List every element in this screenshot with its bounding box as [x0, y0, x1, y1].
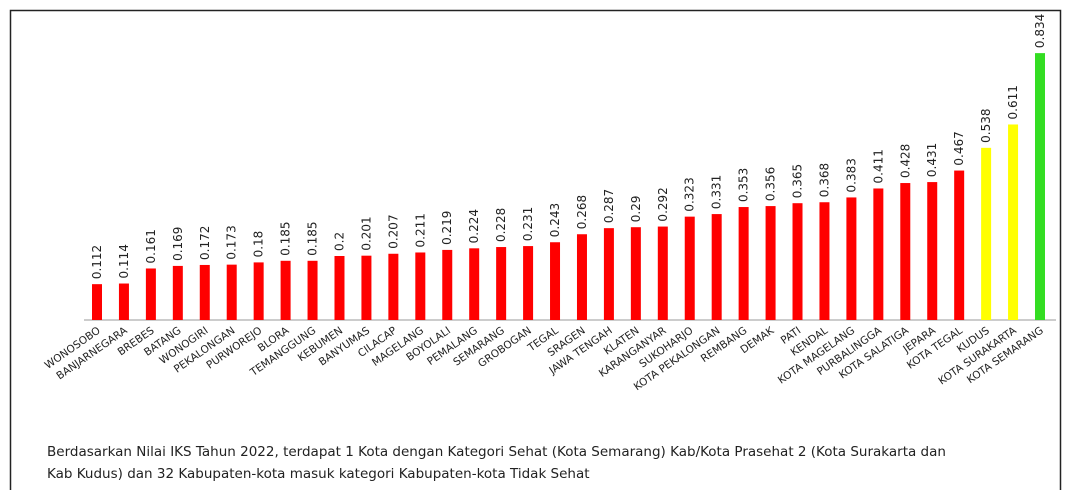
- value-label: 0.185: [279, 221, 293, 255]
- bar: [550, 242, 561, 320]
- bar: [657, 226, 668, 320]
- bar: [172, 265, 183, 320]
- value-label: 0.219: [440, 211, 454, 245]
- bar: [900, 183, 911, 320]
- value-label: 0.383: [844, 158, 858, 192]
- bar: [954, 170, 965, 320]
- value-label: 0.243: [548, 203, 562, 237]
- value-label: 0.411: [871, 149, 885, 183]
- value-label: 0.112: [90, 245, 104, 279]
- bar: [738, 207, 749, 320]
- bar: [280, 260, 291, 320]
- value-label: 0.428: [898, 144, 912, 178]
- bar: [92, 284, 102, 320]
- bar: [873, 188, 884, 320]
- value-label: 0.207: [386, 214, 400, 248]
- value-label: 0.368: [817, 163, 831, 197]
- bar: [684, 216, 695, 320]
- value-label: 0.228: [494, 208, 508, 242]
- bar: [442, 249, 453, 320]
- bar: [496, 247, 507, 320]
- value-label: 0.114: [117, 244, 131, 278]
- bar: [819, 202, 830, 320]
- value-label: 0.287: [602, 189, 616, 223]
- value-label: 0.834: [1033, 14, 1047, 48]
- value-label: 0.538: [979, 108, 993, 142]
- bar: [765, 206, 776, 320]
- bar: [603, 228, 614, 320]
- bar: [927, 182, 938, 320]
- value-label: 0.18: [252, 231, 266, 258]
- bar: [711, 214, 722, 320]
- value-label: 0.268: [575, 195, 589, 229]
- value-label: 0.201: [359, 216, 373, 250]
- value-label: 0.211: [413, 213, 427, 247]
- value-label: 0.365: [791, 164, 805, 198]
- bar: [792, 203, 803, 320]
- bar: [981, 147, 992, 320]
- bar: [199, 264, 210, 320]
- value-label: 0.161: [144, 229, 158, 263]
- caption-line: Berdasarkan Nilai IKS Tahun 2022, terdap…: [47, 444, 946, 460]
- value-label: 0.169: [171, 227, 185, 261]
- bar: [576, 234, 587, 320]
- value-label: 0.356: [764, 167, 778, 201]
- bar: [630, 227, 641, 320]
- bar: [226, 264, 237, 320]
- bar: [523, 246, 534, 320]
- value-label: 0.2: [332, 232, 346, 251]
- value-label: 0.224: [467, 209, 481, 243]
- value-label: 0.185: [306, 221, 320, 255]
- value-label: 0.331: [710, 175, 724, 209]
- caption-line: Kab Kudus) dan 32 Kabupaten-kota masuk k…: [47, 466, 590, 482]
- frame: [9, 9, 1062, 490]
- value-label: 0.611: [1006, 85, 1020, 119]
- value-label: 0.467: [952, 131, 966, 165]
- bar: [415, 252, 426, 320]
- value-label: 0.431: [925, 143, 939, 177]
- value-label: 0.172: [198, 226, 212, 260]
- value-label: 0.29: [629, 195, 643, 222]
- value-label: 0.292: [656, 187, 670, 221]
- bar: [307, 260, 318, 320]
- value-label: 0.231: [521, 207, 535, 241]
- bar: [253, 262, 264, 320]
- bar: [388, 253, 399, 320]
- value-label: 0.323: [683, 177, 697, 211]
- bar: [145, 268, 156, 320]
- bar: [1035, 53, 1045, 321]
- bar: [1008, 124, 1019, 320]
- bar: [334, 256, 345, 320]
- bar: [846, 197, 857, 320]
- bar: [118, 283, 129, 320]
- bar: [469, 248, 480, 320]
- bar: [361, 255, 372, 320]
- value-label: 0.173: [225, 225, 239, 259]
- value-label: 0.353: [737, 168, 751, 202]
